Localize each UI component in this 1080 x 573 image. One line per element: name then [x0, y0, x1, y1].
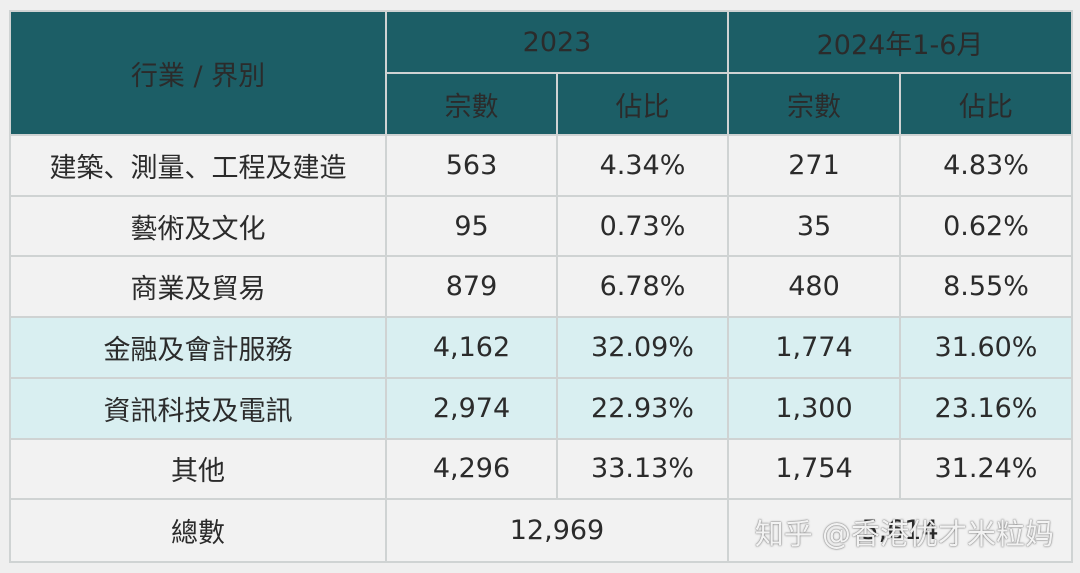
share-2024-cell: 31.60% — [899, 316, 1073, 379]
count-2024-header: 宗數 — [727, 72, 901, 136]
total-label: 總數 — [9, 498, 387, 563]
table-row: 商業及貿易 879 6.78% 480 8.55% — [9, 255, 1073, 319]
count-2023-cell: 4,296 — [385, 437, 558, 501]
table-row: 其他 4,296 33.13% 1,754 31.24% — [9, 437, 1073, 501]
category-cell: 其他 — [9, 437, 387, 501]
share-2023-cell: 6.78% — [556, 255, 729, 319]
count-2024-cell: 480 — [727, 255, 901, 319]
share-2024-cell: 0.62% — [899, 194, 1073, 258]
count-2024-cell: 1,774 — [727, 316, 901, 379]
category-header: 行業 / 界別 — [9, 10, 387, 136]
category-cell: 商業及貿易 — [9, 255, 387, 319]
count-2023-cell: 2,974 — [385, 376, 558, 440]
share-2024-cell: 31.24% — [899, 437, 1073, 501]
share-2024-cell: 4.83% — [899, 134, 1073, 197]
share-2023-cell: 4.34% — [556, 134, 729, 197]
total-row: 總數 12,969 5,614 — [9, 498, 1073, 563]
category-cell: 金融及會計服務 — [9, 316, 387, 379]
applications-by-industry-table: 行業 / 界別 2023 2024年1-6月 宗數 佔比 宗數 佔比 建築、測量… — [9, 10, 1073, 563]
share-2023-header: 佔比 — [556, 72, 729, 136]
count-2024-cell: 1,754 — [727, 437, 901, 501]
share-2024-header: 佔比 — [899, 72, 1073, 136]
category-cell: 資訊科技及電訊 — [9, 376, 387, 440]
table-row: 金融及會計服務 4,162 32.09% 1,774 31.60% — [9, 316, 1073, 379]
period-2024-header: 2024年1-6月 — [727, 10, 1073, 74]
share-2023-cell: 0.73% — [556, 194, 729, 258]
share-2023-cell: 32.09% — [556, 316, 729, 379]
count-2024-cell: 35 — [727, 194, 901, 258]
count-2024-cell: 271 — [727, 134, 901, 197]
total-2024-cell: 5,614 — [727, 498, 1073, 563]
share-2023-cell: 33.13% — [556, 437, 729, 501]
count-2023-cell: 4,162 — [385, 316, 558, 379]
share-2024-cell: 8.55% — [899, 255, 1073, 319]
total-2023-cell: 12,969 — [385, 498, 729, 563]
table-row: 建築、測量、工程及建造 563 4.34% 271 4.83% — [9, 134, 1073, 197]
count-2024-cell: 1,300 — [727, 376, 901, 440]
table-frame: 行業 / 界別 2023 2024年1-6月 宗數 佔比 宗數 佔比 建築、測量… — [9, 10, 1073, 563]
count-2023-cell: 563 — [385, 134, 558, 197]
count-2023-header: 宗數 — [385, 72, 558, 136]
share-2023-cell: 22.93% — [556, 376, 729, 440]
table-row: 藝術及文化 95 0.73% 35 0.62% — [9, 194, 1073, 258]
category-cell: 藝術及文化 — [9, 194, 387, 258]
table-row: 資訊科技及電訊 2,974 22.93% 1,300 23.16% — [9, 376, 1073, 440]
category-cell: 建築、測量、工程及建造 — [9, 134, 387, 197]
count-2023-cell: 95 — [385, 194, 558, 258]
share-2024-cell: 23.16% — [899, 376, 1073, 440]
count-2023-cell: 879 — [385, 255, 558, 319]
period-2023-header: 2023 — [385, 10, 729, 74]
